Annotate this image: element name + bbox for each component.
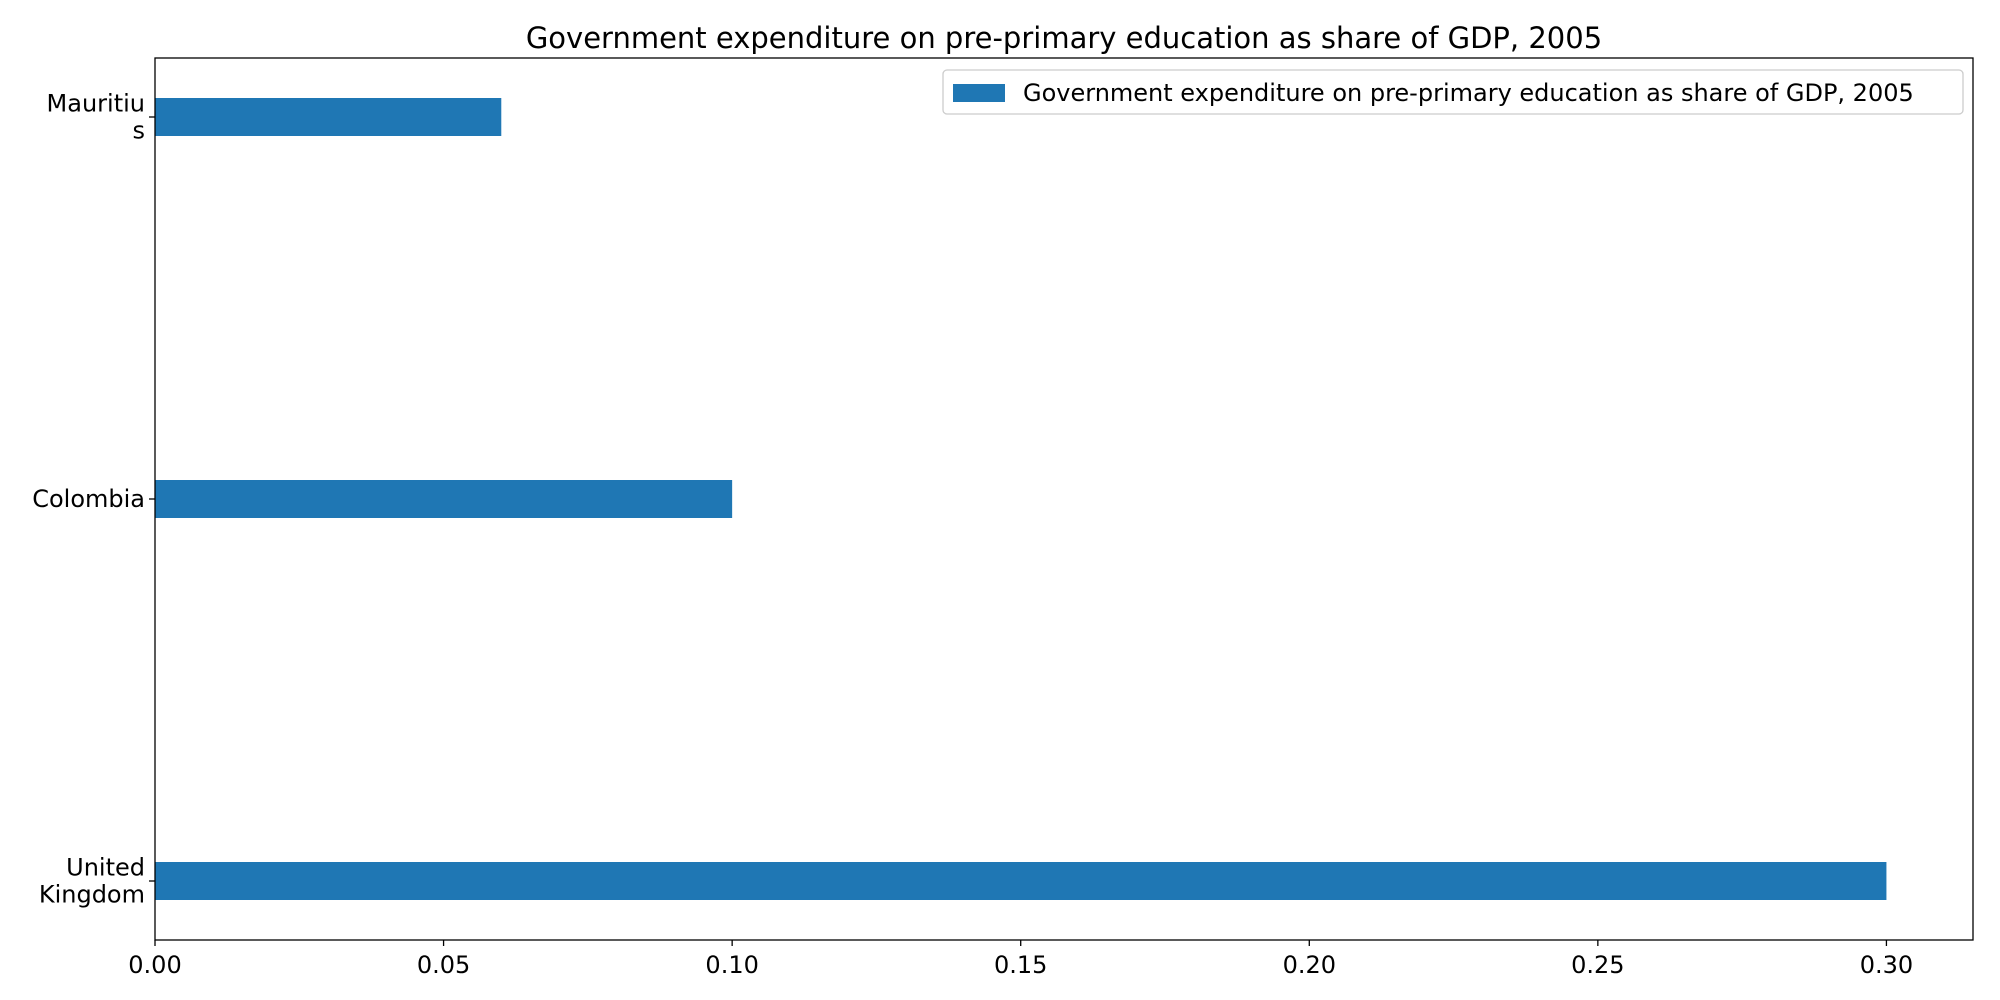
bars-layer bbox=[155, 98, 1887, 900]
y-tick-label: Kingdom bbox=[39, 881, 145, 909]
legend-box bbox=[942, 69, 1964, 115]
x-axis: 0.00 0.05 0.10 0.15 0.20 0.25 0.30 bbox=[128, 940, 1913, 979]
plot-frame bbox=[154, 57, 1974, 941]
legend: Government expenditure on pre-primary ed… bbox=[942, 69, 1964, 115]
y-tick-label: s bbox=[132, 117, 145, 145]
bar bbox=[155, 862, 1887, 900]
y-tick-label: Colombia bbox=[32, 485, 145, 513]
bar bbox=[155, 98, 502, 136]
y-tick-label: United bbox=[66, 854, 145, 882]
x-tick-label: 0.30 bbox=[1860, 951, 1913, 979]
x-tick-label: 0.25 bbox=[1571, 951, 1624, 979]
chart-title: Government expenditure on pre-primary ed… bbox=[526, 21, 1602, 55]
legend-swatch bbox=[953, 84, 1005, 102]
x-tick-label: 0.05 bbox=[417, 951, 470, 979]
x-tick-label: 0.00 bbox=[128, 951, 181, 979]
x-tick-label: 0.20 bbox=[1283, 951, 1336, 979]
legend-label: Government expenditure on pre-primary ed… bbox=[1023, 79, 1914, 107]
x-tick-label: 0.10 bbox=[705, 951, 758, 979]
bar bbox=[155, 480, 733, 518]
y-tick-label: Mauritiu bbox=[47, 90, 145, 118]
x-tick-label: 0.15 bbox=[994, 951, 1047, 979]
